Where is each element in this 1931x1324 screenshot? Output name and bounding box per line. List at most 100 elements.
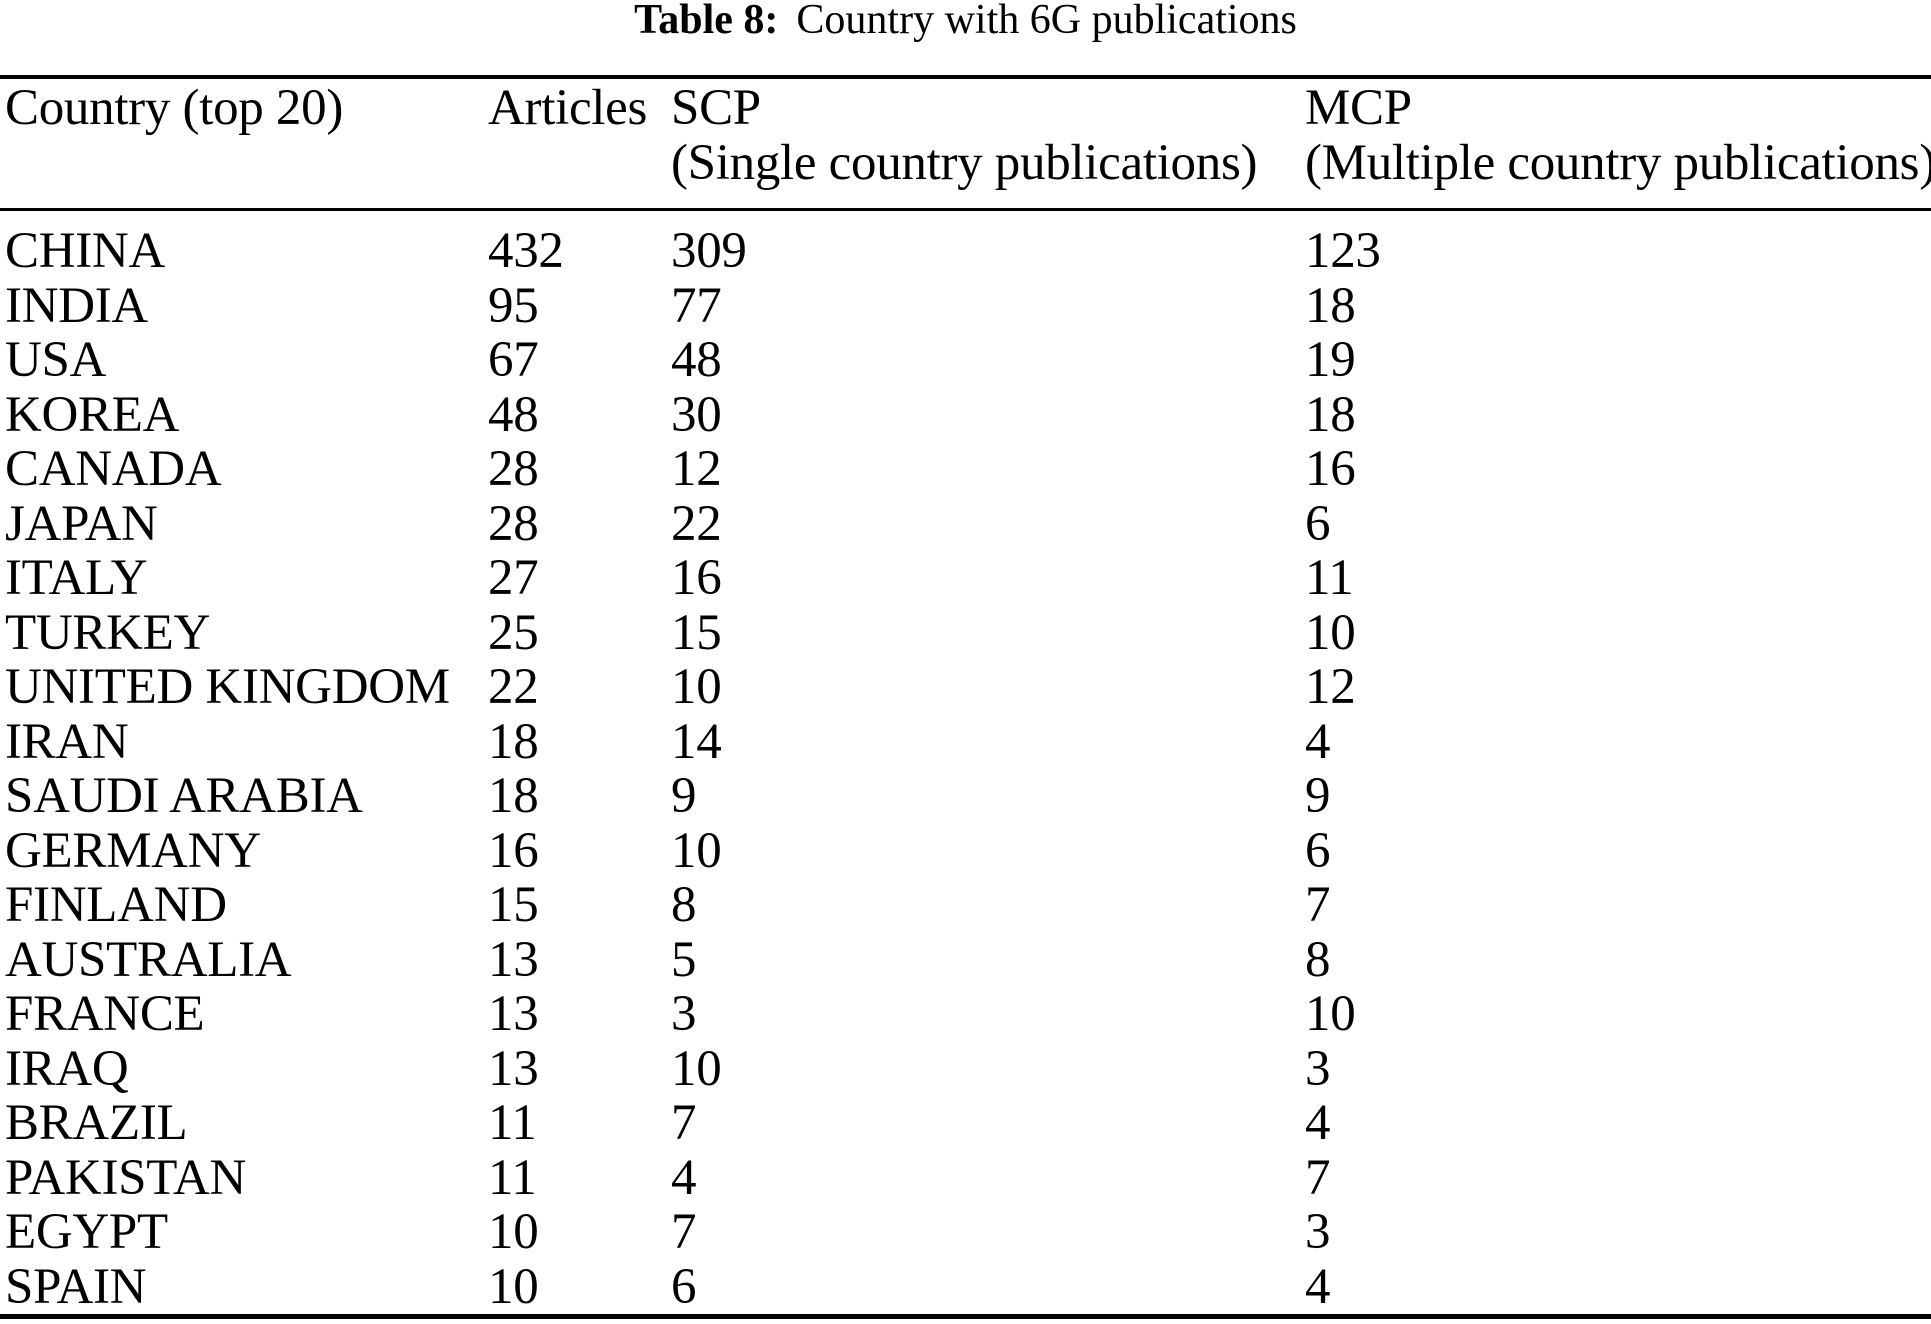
table-row: KOREA 48 30 18 xyxy=(0,386,1931,443)
table-row: FRANCE 13 3 10 xyxy=(0,987,1931,1042)
column-header-mcp-sublabel: (Multiple country publications) xyxy=(1305,135,1931,191)
mcp-cell: 16 xyxy=(1305,441,1356,497)
table-row: SPAIN 10 6 4 xyxy=(0,1258,1931,1315)
mcp-cell: 4 xyxy=(1305,1258,1331,1315)
articles-cell: 95 xyxy=(488,277,539,334)
table-caption-text: Country with 6G publications xyxy=(796,0,1297,43)
table-row: USA 67 48 19 xyxy=(0,333,1931,388)
scp-cell: 15 xyxy=(671,604,722,661)
table-row: JAPAN 28 22 6 xyxy=(0,495,1931,552)
column-header-country: Country (top 20) xyxy=(0,81,488,208)
table-row: BRAZIL 11 7 4 xyxy=(0,1096,1931,1151)
mcp-cell: 19 xyxy=(1305,332,1356,388)
articles-cell: 13 xyxy=(488,1040,539,1097)
mcp-cell: 123 xyxy=(1305,223,1381,279)
table-row: IRAN 18 14 4 xyxy=(0,713,1931,770)
scp-cell: 10 xyxy=(671,1040,722,1097)
scp-cell: 3 xyxy=(671,986,697,1042)
country-cell: FINLAND xyxy=(5,877,227,933)
column-header-scp-sublabel: (Single country publications) xyxy=(671,135,1258,191)
articles-cell: 10 xyxy=(488,1258,539,1315)
scp-cell: 309 xyxy=(671,223,747,279)
scp-cell: 14 xyxy=(671,713,722,770)
table-header-rule xyxy=(0,208,1931,211)
articles-cell: 18 xyxy=(488,768,539,824)
country-cell: CHINA xyxy=(5,223,165,279)
scp-cell: 77 xyxy=(671,277,722,334)
table-row: INDIA 95 77 18 xyxy=(0,277,1931,334)
articles-cell: 67 xyxy=(488,332,539,388)
country-cell: USA xyxy=(5,332,107,388)
mcp-cell: 7 xyxy=(1305,1149,1331,1206)
scp-cell: 6 xyxy=(671,1258,697,1315)
articles-cell: 13 xyxy=(488,986,539,1042)
table-row: CHINA 432 309 123 xyxy=(0,224,1931,279)
scp-cell: 10 xyxy=(671,659,722,715)
country-cell: SPAIN xyxy=(5,1258,147,1315)
mcp-cell: 4 xyxy=(1305,713,1331,770)
mcp-cell: 4 xyxy=(1305,1095,1331,1151)
mcp-cell: 6 xyxy=(1305,495,1331,552)
scp-cell: 22 xyxy=(671,495,722,552)
country-cell: CANADA xyxy=(5,441,222,497)
table-row: TURKEY 25 15 10 xyxy=(0,604,1931,661)
country-cell: JAPAN xyxy=(5,495,158,552)
table-caption: Table 8: Country with 6G publications xyxy=(0,0,1931,46)
mcp-cell: 10 xyxy=(1305,986,1356,1042)
country-cell: TURKEY xyxy=(5,604,211,661)
scp-cell: 48 xyxy=(671,332,722,388)
country-cell: KOREA xyxy=(5,386,180,443)
country-cell: IRAN xyxy=(5,713,129,770)
table-row: GERMANY 16 10 6 xyxy=(0,822,1931,879)
scp-cell: 5 xyxy=(671,931,697,988)
column-header-articles: Articles xyxy=(488,81,671,208)
column-header-country-label: Country (top 20) xyxy=(5,80,344,136)
table-caption-label: Table 8: xyxy=(634,0,779,43)
scp-cell: 16 xyxy=(671,550,722,606)
table-row: AUSTRALIA 13 5 8 xyxy=(0,931,1931,988)
column-header-articles-label: Articles xyxy=(488,80,648,136)
table-row: FINLAND 15 8 7 xyxy=(0,878,1931,933)
articles-cell: 10 xyxy=(488,1204,539,1260)
table-row: IRAQ 13 10 3 xyxy=(0,1040,1931,1097)
table-header-row: Country (top 20) Articles SCP (Single co… xyxy=(0,79,1931,208)
scp-cell: 10 xyxy=(671,822,722,879)
column-header-mcp-label: MCP xyxy=(1305,80,1412,136)
articles-cell: 11 xyxy=(488,1095,537,1151)
articles-cell: 15 xyxy=(488,877,539,933)
country-cell: AUSTRALIA xyxy=(5,931,292,988)
column-header-scp: SCP (Single country publications) xyxy=(671,81,1305,208)
mcp-cell: 8 xyxy=(1305,931,1331,988)
articles-cell: 28 xyxy=(488,495,539,552)
articles-cell: 22 xyxy=(488,659,539,715)
table-row: EGYPT 10 7 3 xyxy=(0,1205,1931,1260)
articles-cell: 432 xyxy=(488,223,564,279)
mcp-cell: 11 xyxy=(1305,550,1354,606)
mcp-cell: 3 xyxy=(1305,1204,1331,1260)
scp-cell: 9 xyxy=(671,768,697,824)
articles-cell: 18 xyxy=(488,713,539,770)
table-top-rule xyxy=(0,75,1931,79)
country-cell: IRAQ xyxy=(5,1040,129,1097)
country-cell: GERMANY xyxy=(5,822,261,879)
mcp-cell: 10 xyxy=(1305,604,1356,661)
table-row: PAKISTAN 11 4 7 xyxy=(0,1149,1931,1206)
column-header-scp-label: SCP xyxy=(671,80,761,136)
scp-cell: 8 xyxy=(671,877,697,933)
table-body: CHINA 432 309 123 INDIA 95 77 18 USA 67 … xyxy=(0,211,1931,1314)
country-cell: ITALY xyxy=(5,550,148,606)
articles-cell: 13 xyxy=(488,931,539,988)
table-row: SAUDI ARABIA 18 9 9 xyxy=(0,769,1931,824)
mcp-cell: 3 xyxy=(1305,1040,1331,1097)
country-cell: INDIA xyxy=(5,277,148,334)
articles-cell: 28 xyxy=(488,441,539,497)
column-header-mcp: MCP (Multiple country publications) xyxy=(1305,81,1931,208)
country-cell: PAKISTAN xyxy=(5,1149,247,1206)
mcp-cell: 7 xyxy=(1305,877,1331,933)
articles-cell: 16 xyxy=(488,822,539,879)
scp-cell: 7 xyxy=(671,1095,697,1151)
table-bottom-rule xyxy=(0,1314,1931,1319)
country-cell: BRAZIL xyxy=(5,1095,188,1151)
scp-cell: 4 xyxy=(671,1149,697,1206)
